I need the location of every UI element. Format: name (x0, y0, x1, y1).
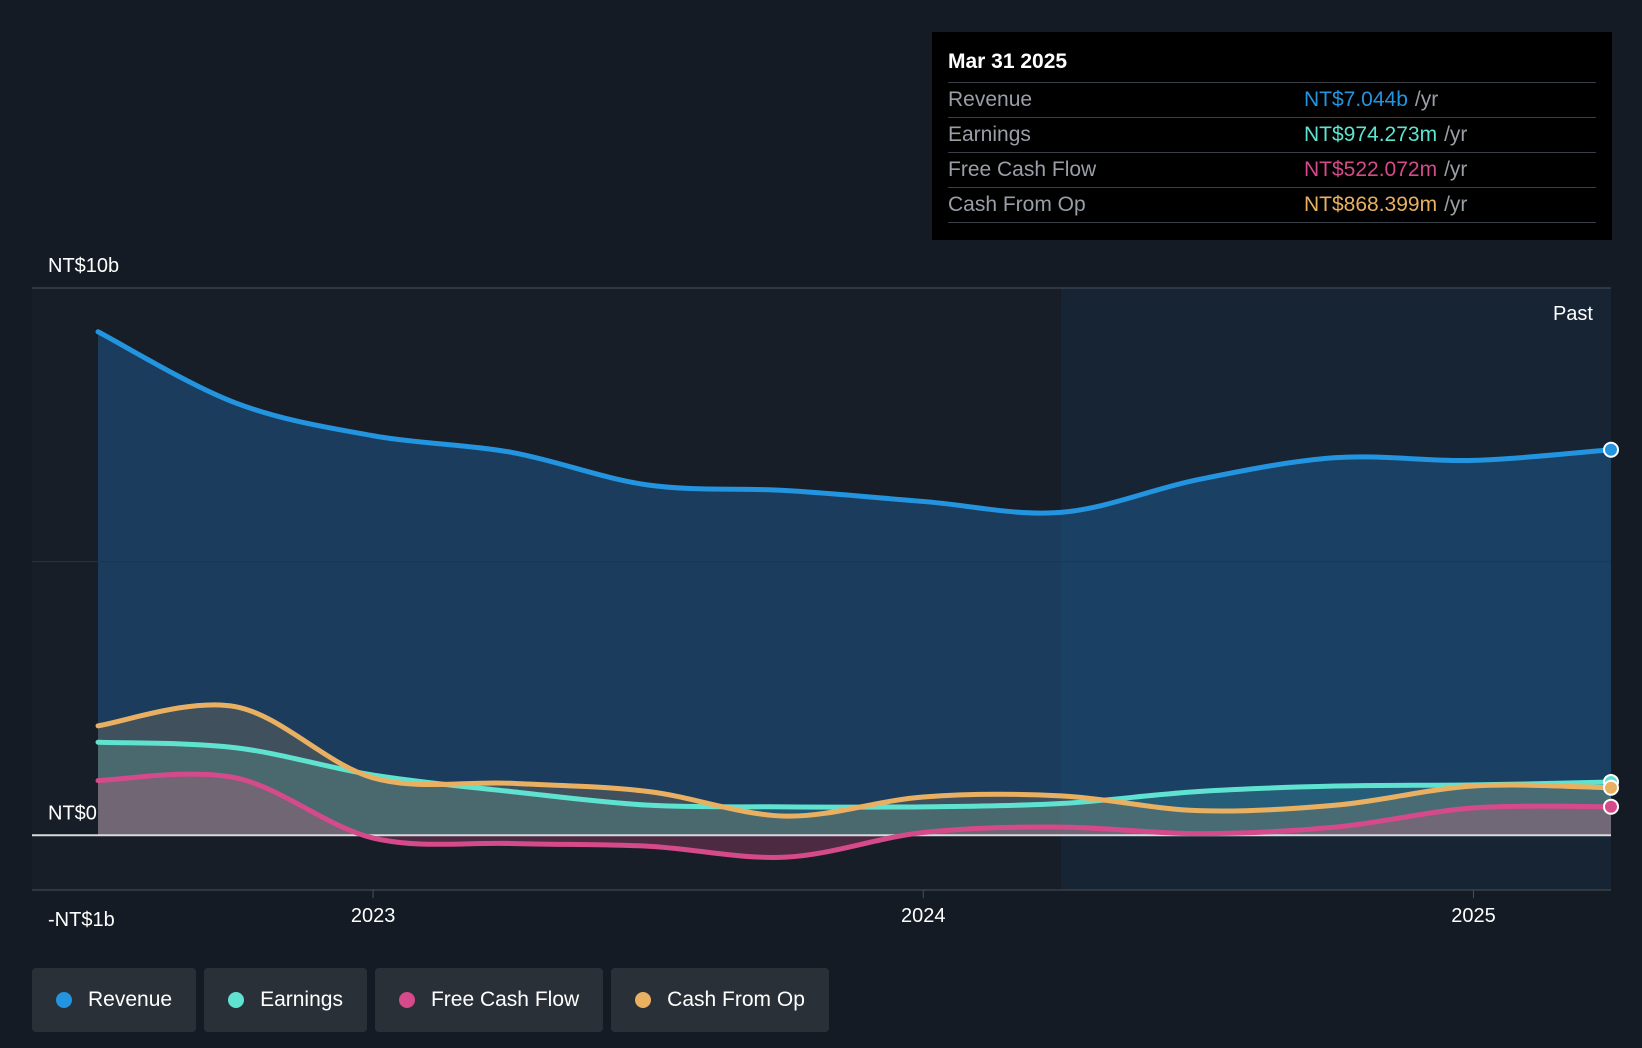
y-tick-label: NT$0 (48, 802, 97, 824)
tooltip-date: Mar 31 2025 (948, 50, 1068, 73)
legend-label: Revenue (88, 988, 173, 1011)
tooltip-value: NT$7.044b (1304, 88, 1408, 111)
revenue-endpoint (1603, 441, 1619, 458)
tooltip-row-free-cash-flow: Free Cash Flow NT$522.072m /yr (948, 152, 1596, 187)
tooltip-value: NT$974.273m (1304, 123, 1438, 146)
chart: NT$10b NT$0 -NT$1b 2023 2024 2025 Past (32, 255, 1619, 931)
cash-from-op-endpoint (1603, 779, 1619, 796)
tooltip-row-cash-from-op: Cash From Op NT$868.399m /yr (948, 187, 1596, 223)
tooltip-row-earnings: Earnings NT$974.273m /yr (948, 117, 1596, 152)
y-tick-label: NT$10b (48, 255, 119, 277)
tooltip-label: Revenue (948, 88, 1033, 111)
free-cash-flow-endpoint (1603, 798, 1619, 815)
legend-label: Free Cash Flow (430, 988, 580, 1011)
legend-label: Cash From Op (667, 988, 805, 1011)
free-cash-flow-line (95, 771, 1614, 860)
x-tick-label: 2024 (901, 905, 946, 927)
tooltip-unit: /yr (1444, 158, 1468, 181)
tooltip-unit: /yr (1414, 88, 1439, 111)
x-tick-label: 2025 (1451, 905, 1496, 927)
legend-item-earnings[interactable]: Earnings (204, 968, 367, 1032)
legend-item-cash-from-op[interactable]: Cash From Op (611, 968, 829, 1032)
tooltip-label: Cash From Op (948, 193, 1086, 216)
tooltip-unit: /yr (1444, 193, 1468, 216)
legend: Revenue Earnings Free Cash Flow Cash Fro… (32, 968, 837, 1032)
earnings-dot-icon (228, 992, 245, 1008)
tooltip-unit: /yr (1444, 123, 1468, 146)
revenue-dot-icon (56, 992, 72, 1008)
cash-from-op-dot-icon (635, 992, 652, 1008)
past-label: Past (1553, 303, 1593, 325)
tooltip: Mar 31 2025 Revenue NT$7.044b /yr Earnin… (932, 32, 1612, 240)
tooltip-value: NT$522.072m (1304, 158, 1438, 181)
x-tick-label: 2023 (351, 905, 396, 927)
cash-from-op-line (95, 702, 1614, 819)
legend-label: Earnings (260, 988, 343, 1011)
tooltip-label: Free Cash Flow (948, 158, 1097, 181)
tooltip-label: Earnings (948, 123, 1031, 146)
past-region (1060, 288, 1611, 890)
free-cash-flow-dot-icon (398, 992, 415, 1008)
legend-item-free-cash-flow[interactable]: Free Cash Flow (374, 968, 604, 1032)
cash-from-op-area (98, 704, 1612, 836)
free-cash-flow-area (98, 774, 1612, 858)
revenue-line (95, 329, 1614, 516)
legend-item-revenue[interactable]: Revenue (32, 968, 197, 1032)
tooltip-row-revenue: Revenue NT$7.044b /yr (948, 82, 1596, 117)
y-tick-label: -NT$1b (48, 909, 115, 931)
tooltip-value: NT$868.399m (1304, 193, 1438, 216)
revenue-area (98, 331, 1612, 836)
